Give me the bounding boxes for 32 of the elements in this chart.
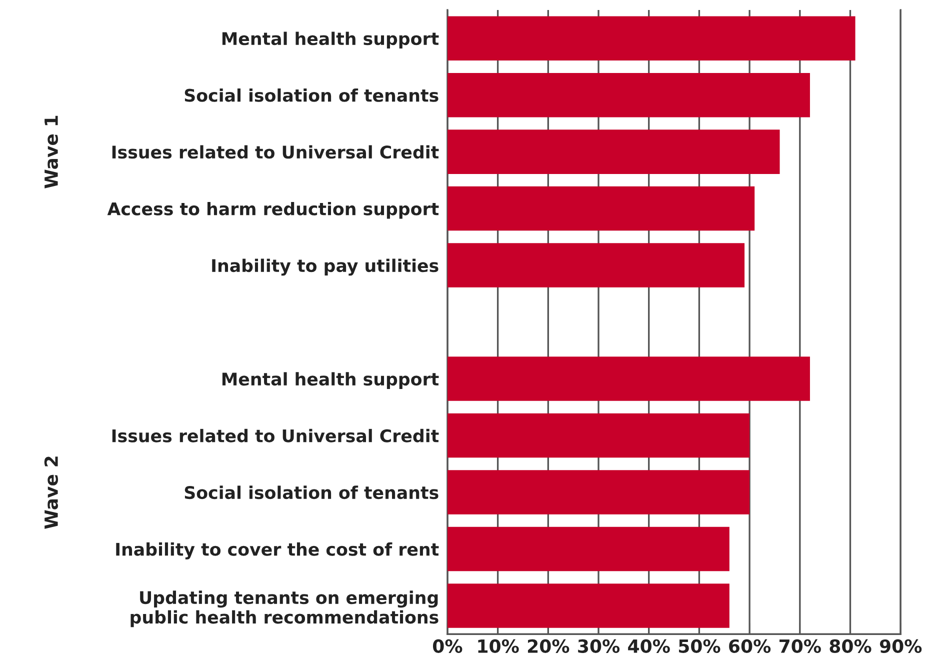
x-tick-label: 30% (578, 639, 620, 653)
x-tick-label: 0% (432, 639, 462, 653)
y-tick-label: Social isolation of tenants (184, 88, 438, 102)
text: Wave 1 (44, 116, 58, 188)
x-tick-label: 80% (830, 639, 872, 653)
y-tick-label: Inability to cover the cost of rent (116, 542, 439, 560)
y-tick-label: Mental health support (222, 372, 439, 389)
bar (447, 413, 750, 458)
y-tick-label: Updating tenants on emerging public health recommendations (130, 590, 438, 628)
y-tick-label: Access to harm reduction support (107, 202, 439, 219)
x-tick-label: 70% (780, 639, 821, 653)
x-tick-label: 90% (880, 639, 922, 653)
bar (447, 243, 745, 288)
y-tick-label: Inability to pay utilities (212, 258, 438, 276)
y-tick-label: Issues related to Universal Credit (112, 145, 439, 159)
x-tick-label: 40% (628, 639, 670, 653)
bar (447, 356, 810, 401)
y-tick-label: Social isolation of tenants (184, 486, 438, 500)
bar (447, 470, 750, 514)
x-tick-label: 50% (678, 639, 720, 653)
x-tick-label: 10% (478, 639, 519, 653)
x-tick-label: 60% (729, 639, 771, 653)
bar (447, 72, 810, 118)
bar (447, 186, 755, 231)
x-tick-label: 20% (528, 639, 570, 653)
text: Wave 2 (44, 456, 58, 529)
y-tick-label: Issues related to Universal Credit (112, 428, 439, 442)
y-tick-label: Mental health support (222, 32, 439, 49)
bar (447, 526, 730, 572)
bar (447, 16, 856, 60)
bar (447, 130, 780, 174)
bar (447, 584, 730, 628)
